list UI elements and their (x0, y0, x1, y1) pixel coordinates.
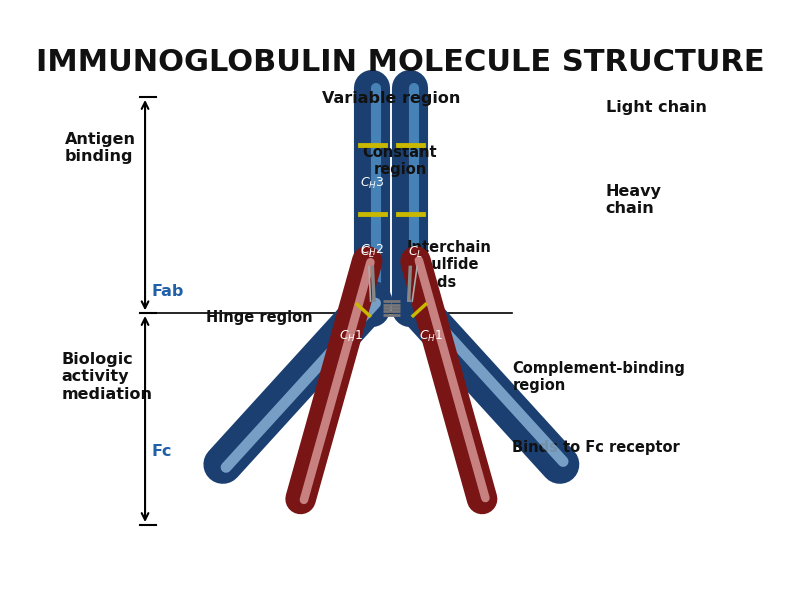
Text: $C_H3$: $C_H3$ (360, 176, 385, 191)
Text: Heavy
chain: Heavy chain (606, 183, 662, 216)
Text: $C_L$: $C_L$ (360, 245, 374, 260)
Text: $C_H2$: $C_H2$ (360, 244, 385, 259)
Text: $C_L$: $C_L$ (408, 245, 423, 260)
Text: Fab: Fab (152, 284, 184, 299)
Text: Fc: Fc (152, 444, 173, 459)
Text: Biologic
activity
mediation: Biologic activity mediation (62, 352, 152, 402)
Text: Antigen
binding: Antigen binding (65, 131, 136, 164)
Text: $C_H1$: $C_H1$ (339, 329, 363, 344)
Text: Interchain
disulfide
bonds: Interchain disulfide bonds (407, 240, 492, 289)
Text: $C_H1$: $C_H1$ (419, 329, 444, 344)
Text: Complement-binding
region: Complement-binding region (512, 361, 686, 393)
Text: Binds to Fc receptor: Binds to Fc receptor (512, 440, 680, 455)
Text: Light chain: Light chain (606, 99, 706, 115)
Text: Hinge region: Hinge region (206, 310, 312, 325)
Text: Constant
region: Constant region (362, 145, 438, 177)
Text: IMMUNOGLOBULIN MOLECULE STRUCTURE: IMMUNOGLOBULIN MOLECULE STRUCTURE (36, 48, 764, 77)
Text: Variable region: Variable region (322, 91, 461, 106)
